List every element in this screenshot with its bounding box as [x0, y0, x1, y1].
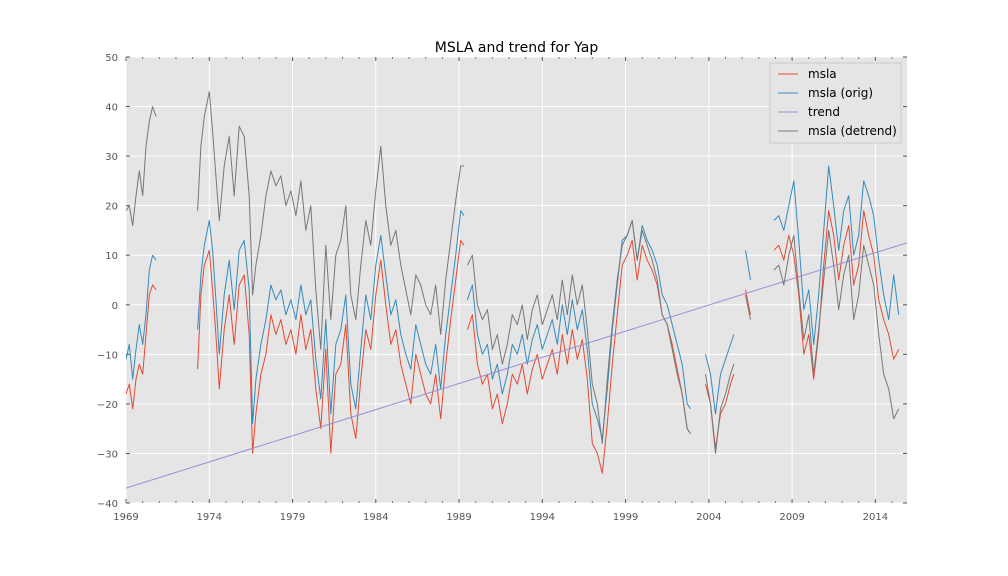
y-tick-label: −30 [97, 449, 118, 460]
x-tick-label: 1984 [363, 512, 388, 523]
series-line [705, 334, 735, 415]
series-trend [126, 242, 907, 489]
series-line [126, 254, 157, 380]
legend-label: msla [808, 67, 837, 81]
legend-box [769, 62, 902, 144]
y-tick-label: 20 [105, 202, 118, 213]
series-line [745, 289, 751, 315]
x-tick-label: 2014 [863, 512, 888, 523]
y-tick-label: 10 [105, 251, 118, 262]
series-line [197, 210, 465, 425]
chart-title: MSLA and trend for Yap [435, 40, 599, 56]
legend: msla msla (orig) trend msla (detrend) [769, 62, 902, 144]
x-tick-label: 1974 [197, 512, 222, 523]
x-tick-label: 1969 [113, 512, 138, 523]
x-tick-label: 2009 [779, 512, 804, 523]
series-line [773, 229, 900, 420]
series-line [466, 220, 691, 440]
series-line [773, 165, 900, 345]
series-line [466, 239, 691, 474]
legend-label: trend [808, 105, 840, 119]
legend-label: msla (detrend) [808, 124, 897, 138]
y-axis: −40 −30 −20 −10 0 10 20 30 40 50 [97, 53, 118, 510]
y-tick-label: 30 [105, 152, 118, 163]
series-line [197, 91, 464, 350]
x-tick-label: 1989 [446, 512, 471, 523]
y-tick-label: −20 [97, 400, 118, 411]
y-tick-label: 40 [105, 103, 118, 114]
x-tick-label: 1994 [530, 512, 555, 523]
series-layer [126, 91, 907, 489]
series-line [126, 284, 157, 410]
y-tick-label: 0 [112, 301, 118, 312]
y-tick-label: 50 [105, 53, 118, 64]
series-line [773, 210, 900, 380]
x-axis: 1969 1974 1979 1984 1989 1994 1999 2004 2009 2014 [113, 512, 888, 523]
series-msla-detrend [126, 91, 900, 454]
series-msla-orig [126, 165, 900, 440]
series-msla [126, 210, 900, 474]
series-line [745, 294, 751, 320]
series-line [126, 106, 157, 226]
x-tick-label: 1999 [613, 512, 638, 523]
y-tick-label: −10 [97, 350, 118, 361]
axis-ticks [125, 56, 907, 504]
series-line [745, 250, 751, 281]
series-line [126, 242, 907, 489]
x-tick-label: 2004 [696, 512, 721, 523]
series-line [705, 364, 735, 454]
series-line [466, 220, 691, 444]
y-tick-label: −40 [97, 499, 118, 510]
series-line [197, 239, 465, 454]
legend-label: msla (orig) [808, 86, 873, 100]
x-tick-label: 1979 [280, 512, 305, 523]
